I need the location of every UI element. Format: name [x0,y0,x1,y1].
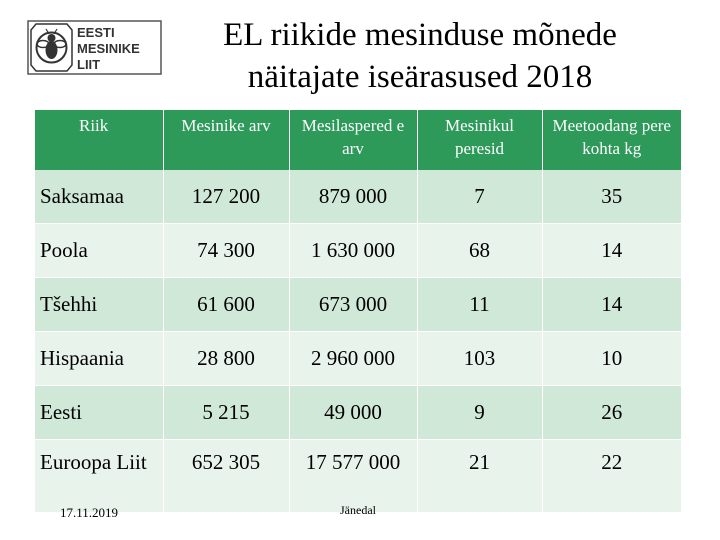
table-row: Eesti 5 215 49 000 9 26 [35,385,681,440]
cell-honey-per-colony: 14 [542,277,681,332]
header-mesinikul-peresid: Mesinikul peresid [417,110,543,170]
title-line-1: EL riikide mesinduse mõnede [223,17,617,53]
cell-colonies-per-beekeeper: 68 [417,223,543,278]
cell-beekeepers: 74 300 [163,223,290,278]
header-meetoodang: Meetoodang pere kohta kg [542,110,681,170]
table-row: Poola 74 300 1 630 000 68 14 [35,223,681,278]
cell-country: Saksamaa [35,170,164,224]
cell-colonies-per-beekeeper: 9 [417,385,543,440]
cell-honey-per-colony: 35 [542,170,681,224]
header-riik: Riik [35,110,164,170]
table-header-row: Riik Mesinike arv Mesilaspered e arv Mes… [35,110,681,170]
footer-author: Jänedal [340,503,376,517]
cell-colonies: 17 577 000 [289,439,418,513]
header-mesilaspered-arv: Mesilaspered e arv [289,110,418,170]
cell-colonies: 673 000 [289,277,418,332]
table-row: Hispaania 28 800 2 960 000 103 10 [35,331,681,386]
beekeeping-table: Riik Mesinike arv Mesilaspered e arv Mes… [35,110,681,513]
table-row: Euroopa Liit 652 305 17 577 000 21 22 [35,439,681,513]
cell-beekeepers: 28 800 [163,331,290,386]
cell-colonies-per-beekeeper: 7 [417,170,543,224]
cell-colonies-per-beekeeper: 103 [417,331,543,386]
cell-country: Hispaania [35,331,164,386]
cell-honey-per-colony: 22 [542,439,681,513]
cell-honey-per-colony: 10 [542,331,681,386]
cell-beekeepers: 652 305 [163,439,290,513]
cell-colonies-per-beekeeper: 11 [417,277,543,332]
cell-country: Euroopa Liit [35,439,164,513]
cell-colonies: 2 960 000 [289,331,418,386]
cell-beekeepers: 127 200 [163,170,290,224]
logo-line-2: MESINIKE [77,41,140,56]
cell-honey-per-colony: 14 [542,223,681,278]
cell-country: Tšehhi [35,277,164,332]
footer-date: 17.11.2019 [60,505,119,520]
cell-colonies: 879 000 [289,170,418,224]
cell-country: Eesti [35,385,164,440]
logo-line-1: EESTI [77,25,115,40]
header-mesinike-arv: Mesinike arv [163,110,290,170]
cell-country: Poola [35,223,164,278]
cell-beekeepers: 61 600 [163,277,290,332]
cell-honey-per-colony: 26 [542,385,681,440]
slide-title: EL riikide mesinduse mõnede näitajate is… [170,14,670,98]
title-line-2: näitajate iseärasused 2018 [247,59,593,95]
cell-colonies: 49 000 [289,385,418,440]
cell-beekeepers: 5 215 [163,385,290,440]
cell-colonies: 1 630 000 [289,223,418,278]
table-row: Tšehhi 61 600 673 000 11 14 [35,277,681,332]
logo-line-3: LIIT [77,57,100,72]
eesti-mesinike-liit-logo: EESTI MESINIKE LIIT [27,20,162,75]
table-row: Saksamaa 127 200 879 000 7 35 [35,170,681,224]
cell-colonies-per-beekeeper: 21 [417,439,543,513]
